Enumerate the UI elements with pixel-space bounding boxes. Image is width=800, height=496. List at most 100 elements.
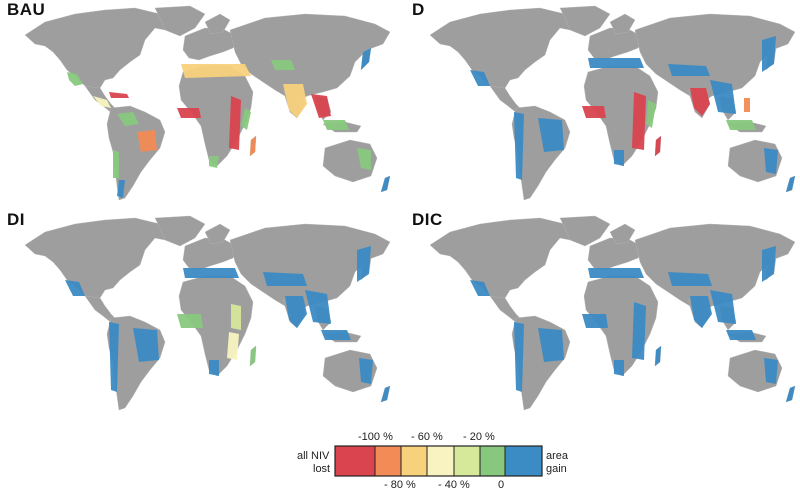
overlay-india (283, 84, 307, 118)
overlay-japan (357, 246, 371, 282)
landmass-scandinavia (204, 13, 231, 35)
landmass-scandinavia (204, 223, 231, 245)
legend-tick-zero: 0 (498, 479, 505, 491)
overlay-madagascar (655, 136, 661, 156)
overlay-indonesia (726, 120, 756, 130)
overlay-japan (762, 36, 776, 72)
overlay-e-africa (229, 96, 241, 150)
legend-colorbar (334, 445, 543, 477)
overlay-nz (381, 176, 390, 192)
overlay-central-am (93, 96, 111, 108)
overlay-w-africa (582, 106, 606, 118)
overlay-e-africa (632, 302, 646, 360)
map-panel-bau: BAU (5, 0, 395, 215)
overlay-madagascar (655, 346, 661, 366)
overlay-indonesia (726, 330, 756, 340)
overlay-india (690, 296, 712, 328)
overlay-s-africa (614, 360, 624, 376)
overlay-mediterranean (183, 268, 239, 278)
legend-right-label-2: gain (546, 463, 567, 475)
legend-swatch-minus-100 (375, 446, 401, 476)
landmass-north-america (429, 217, 581, 301)
overlay-mexico (470, 280, 490, 296)
overlay-central-asia (668, 64, 710, 76)
legend-swatch-minus-40 (454, 446, 480, 476)
overlay-e-australia (357, 148, 371, 170)
overlay-brazil-s (137, 130, 157, 152)
panel-label-bau: BAU (7, 0, 46, 19)
legend-swatch-minus-60 (427, 446, 454, 476)
landmass-north-america (429, 7, 581, 91)
landmass-north-america (24, 217, 176, 301)
overlay-sahel (181, 64, 251, 78)
overlay-india (285, 296, 307, 328)
overlay-mediterranean (588, 58, 644, 68)
landmass-south-america (106, 105, 166, 201)
legend-tick-minus-100: -100 % (358, 431, 393, 443)
panel-label-dic: DIC (412, 210, 443, 229)
overlay-brazil (538, 118, 564, 152)
overlay-caribbean (109, 92, 129, 98)
landmass-greenland (154, 5, 206, 37)
color-legend: all NIV lost area gain -100 % - 60 % - 2… (270, 428, 570, 496)
overlay-w-south-am (109, 322, 119, 392)
map-panel-di: DI (5, 210, 395, 425)
legend-tick-minus-60: - 60 % (411, 431, 443, 443)
overlay-japan (762, 246, 776, 282)
overlay-s-africa (614, 150, 624, 166)
overlay-middle-east (271, 60, 295, 70)
landmass-asia (634, 13, 796, 105)
overlay-mexico (65, 280, 85, 296)
overlay-e-australia (764, 358, 778, 384)
legend-swatch-minus-80 (401, 446, 427, 476)
overlay-e-africa-a (231, 304, 241, 330)
overlay-s-africa (209, 360, 219, 376)
overlay-brazil-n (117, 112, 139, 126)
landmass-greenland (154, 215, 206, 247)
landmass-asia (634, 223, 796, 315)
overlay-mexico (470, 70, 490, 86)
legend-right-label-1: area (546, 450, 569, 462)
overlay-w-africa (177, 108, 201, 118)
legend-swatch-all-lost (335, 446, 375, 476)
overlay-w-africa (582, 314, 608, 328)
overlay-mediterranean (588, 268, 644, 278)
world-map-dic (429, 215, 796, 411)
overlay-japan (361, 48, 371, 70)
overlay-w-south-am (514, 112, 524, 180)
landmass-north-america (24, 7, 176, 91)
overlay-indonesia (323, 120, 349, 130)
legend-tick-minus-20: - 20 % (463, 431, 495, 443)
overlay-andes (113, 150, 119, 178)
panel-label-d: D (412, 0, 425, 19)
world-map-di (24, 215, 391, 411)
overlay-philippines (744, 98, 750, 112)
legend-swatch-gain (505, 446, 542, 476)
overlay-e-africa (632, 92, 646, 150)
overlay-se-asia (311, 94, 331, 118)
overlay-nz (786, 176, 795, 192)
overlay-e-africa-b (227, 332, 239, 360)
map-panel-d: D (410, 0, 800, 215)
legend-tick-minus-80: - 80 % (384, 479, 416, 491)
overlay-e-australia (764, 148, 778, 174)
overlay-s-africa (209, 156, 219, 168)
overlay-patagonia (117, 180, 125, 198)
overlay-brazil (133, 328, 159, 362)
landmass-scandinavia (609, 223, 636, 245)
overlay-indonesia (321, 330, 351, 340)
overlay-se-asia (710, 80, 736, 114)
overlay-madagascar (250, 136, 256, 156)
legend-left-label-2: lost (313, 463, 331, 475)
landmass-asia (229, 223, 391, 315)
overlay-e-australia (359, 358, 373, 384)
overlay-se-asia (305, 290, 331, 324)
landmass-greenland (559, 5, 611, 37)
overlay-e-coast-africa (241, 108, 251, 130)
world-map-bau (24, 5, 391, 201)
world-map-d (429, 5, 796, 201)
landmass-asia (229, 13, 391, 105)
overlay-india (690, 88, 710, 116)
panel-label-di: DI (7, 210, 25, 229)
overlay-mexico (67, 72, 83, 86)
